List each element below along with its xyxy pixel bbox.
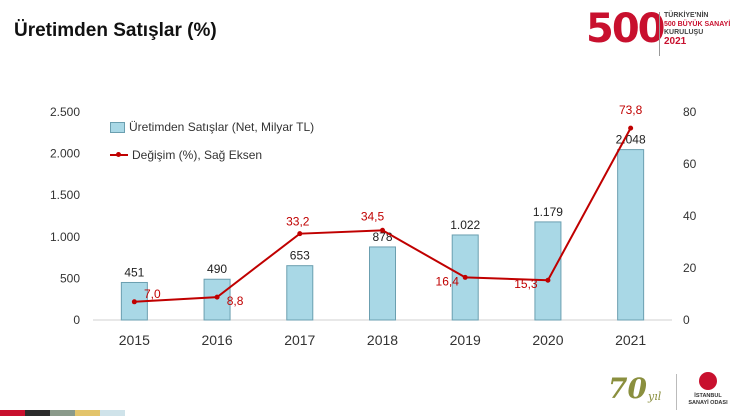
line-value-label: 33,2 xyxy=(286,215,310,229)
x-axis-tick-label: 2018 xyxy=(367,332,398,348)
logo-year: 2021 xyxy=(664,35,687,47)
left-axis-tick-label: 1.500 xyxy=(50,188,80,202)
stripe-segment xyxy=(25,410,50,416)
left-axis-tick-label: 2.000 xyxy=(50,147,80,161)
stripe-segment xyxy=(100,410,125,416)
gear-icon xyxy=(699,372,717,390)
page-title: Üretimden Satışlar (%) xyxy=(14,20,217,41)
x-axis-tick-label: 2017 xyxy=(284,332,315,348)
line-value-label: 16,4 xyxy=(436,274,460,288)
line-value-label: 15,3 xyxy=(514,277,538,291)
legend-line-label: Değişim (%), Sağ Eksen xyxy=(132,148,263,162)
bottom-color-stripe xyxy=(0,410,125,416)
logo-70-number: 70 xyxy=(608,372,647,405)
right-axis-tick-label: 0 xyxy=(683,313,690,327)
chart-legend: Üretimden Satışlar (Net, Milyar TL) Deği… xyxy=(110,113,314,169)
right-axis-tick-label: 40 xyxy=(683,209,697,223)
bar xyxy=(534,221,562,321)
line-value-label: 73,8 xyxy=(619,103,643,117)
bar xyxy=(617,149,645,321)
x-axis-tick-label: 2020 xyxy=(532,332,563,348)
iso-logo-line-1: İSTANBUL xyxy=(694,393,722,399)
logo-line-3: KURULUŞU xyxy=(664,29,704,36)
line-value-label: 7,0 xyxy=(144,287,161,301)
x-axis-tick-label: 2021 xyxy=(615,332,646,348)
bar xyxy=(369,246,396,321)
iso-logo: İSTANBUL SANAYİ ODASI xyxy=(682,372,734,412)
right-axis-tick-label: 20 xyxy=(683,261,697,275)
stripe-segment xyxy=(50,410,75,416)
left-axis-tick-label: 0 xyxy=(73,313,80,327)
legend-item-line: Değişim (%), Sağ Eksen xyxy=(110,141,314,169)
logo-line-1: TÜRKİYE'NİN xyxy=(664,12,709,19)
line-point xyxy=(545,277,551,283)
iso-logo-line-2: SANAYİ ODASI xyxy=(688,399,728,406)
footer-divider xyxy=(676,374,677,410)
bar-value-label: 653 xyxy=(290,249,310,263)
line-point xyxy=(131,299,137,305)
left-axis-tick-label: 2.500 xyxy=(50,105,80,119)
line-point xyxy=(380,227,385,233)
line-point xyxy=(462,274,468,280)
x-axis-tick-label: 2015 xyxy=(119,332,150,348)
line-point xyxy=(214,294,220,300)
legend-bar-label: Üretimden Satışlar (Net, Milyar TL) xyxy=(129,120,315,134)
legend-item-bars: Üretimden Satışlar (Net, Milyar TL) xyxy=(110,113,314,141)
bar xyxy=(286,265,314,321)
legend-bar-swatch xyxy=(110,121,125,133)
500-buyuk-sanayi-logo: 500 TÜRKİYE'NİN 500 BÜYÜK SANAYİ KURULUŞ… xyxy=(586,6,732,62)
line-value-label: 34,5 xyxy=(361,209,385,223)
70-yil-logo: 70 yıl xyxy=(606,372,670,412)
bar-value-label: 490 xyxy=(207,262,227,276)
line-point xyxy=(297,231,303,237)
bar-value-label: 451 xyxy=(124,265,144,279)
x-axis-tick-label: 2016 xyxy=(201,332,232,348)
right-axis-tick-label: 80 xyxy=(683,105,697,119)
bar-value-label: 1.022 xyxy=(450,218,480,232)
left-axis-tick-label: 500 xyxy=(60,271,80,285)
bar-value-label: 2.048 xyxy=(616,133,646,147)
left-axis-tick-label: 1.000 xyxy=(50,230,80,244)
x-axis-tick-label: 2019 xyxy=(450,332,481,348)
logo-500-number: 500 xyxy=(586,6,665,52)
stripe-segment xyxy=(0,410,25,416)
bar-value-label: 1.179 xyxy=(533,205,563,219)
line-point xyxy=(628,125,634,131)
legend-line-swatch xyxy=(110,152,128,157)
logo-line-2: 500 BÜYÜK SANAYİ xyxy=(664,20,731,28)
right-axis-tick-label: 60 xyxy=(683,157,697,171)
line-value-label: 8,8 xyxy=(227,294,244,308)
stripe-segment xyxy=(75,410,100,416)
logo-70-suffix: yıl xyxy=(648,390,662,403)
logo-divider xyxy=(659,12,660,56)
